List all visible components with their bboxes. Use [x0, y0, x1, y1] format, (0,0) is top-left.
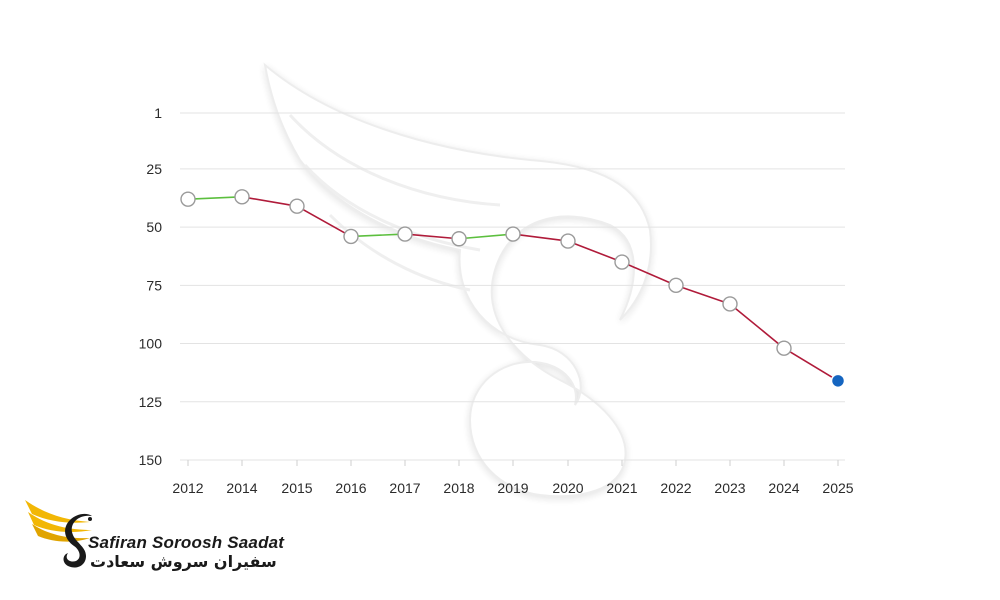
x-axis-ticks: 2012 2014 2015 2016 2017 2018 2019 2020 2021 2022… [172, 460, 854, 496]
x-tick-label: 2020 [552, 480, 583, 496]
line-segment [404, 233, 460, 240]
data-point[interactable] [668, 277, 684, 294]
swan-wing-watermark-icon [263, 62, 652, 498]
x-tick-label: 2014 [226, 480, 257, 496]
x-tick-label: 2025 [822, 480, 853, 496]
line-segment [512, 233, 569, 242]
line-segment [458, 233, 514, 240]
y-tick-label: 100 [139, 336, 163, 352]
winged-s-logo-icon [25, 500, 92, 568]
data-point[interactable] [343, 228, 359, 245]
y-tick-label: 75 [146, 277, 162, 293]
y-gridlines [180, 112, 845, 461]
x-tick-label: 2017 [389, 480, 420, 496]
logo-name-english: Safiran Soroosh Saadat [88, 533, 285, 552]
data-point[interactable] [560, 233, 576, 249]
x-tick-label: 2016 [335, 480, 366, 496]
data-point[interactable] [505, 226, 521, 242]
x-tick-label: 2022 [660, 480, 691, 496]
data-point[interactable] [180, 191, 196, 207]
y-tick-label: 1 [154, 105, 162, 121]
y-tick-label: 150 [139, 452, 163, 468]
logo-name-persian: سفیران سروش سعادت [90, 552, 277, 571]
data-point[interactable] [289, 198, 305, 214]
line-segment [187, 196, 243, 200]
data-point[interactable] [397, 226, 413, 242]
data-point[interactable] [776, 340, 792, 356]
data-point[interactable] [234, 189, 250, 205]
line-segment [350, 233, 406, 238]
y-tick-label: 25 [146, 161, 162, 177]
data-point[interactable] [614, 254, 630, 270]
x-tick-label: 2019 [497, 480, 528, 496]
x-tick-label: 2024 [768, 480, 799, 496]
x-tick-label: 2023 [714, 480, 745, 496]
data-point[interactable] [722, 296, 738, 312]
line-segment [567, 240, 623, 263]
line-segment [783, 347, 839, 382]
data-point-latest[interactable] [830, 373, 846, 389]
line-segment [296, 205, 352, 238]
x-tick-label: 2015 [281, 480, 312, 496]
y-tick-label: 125 [139, 394, 163, 410]
x-tick-label: 2012 [172, 480, 203, 496]
x-tick-label: 2021 [606, 480, 637, 496]
x-tick-label: 2018 [443, 480, 474, 496]
y-tick-label: 50 [146, 219, 162, 235]
line-segment [621, 261, 677, 287]
line-segment [241, 196, 298, 207]
series-points [180, 189, 846, 389]
line-segment [729, 303, 785, 349]
line-segment [675, 284, 731, 305]
data-point[interactable] [451, 231, 467, 247]
series-line [187, 196, 839, 382]
